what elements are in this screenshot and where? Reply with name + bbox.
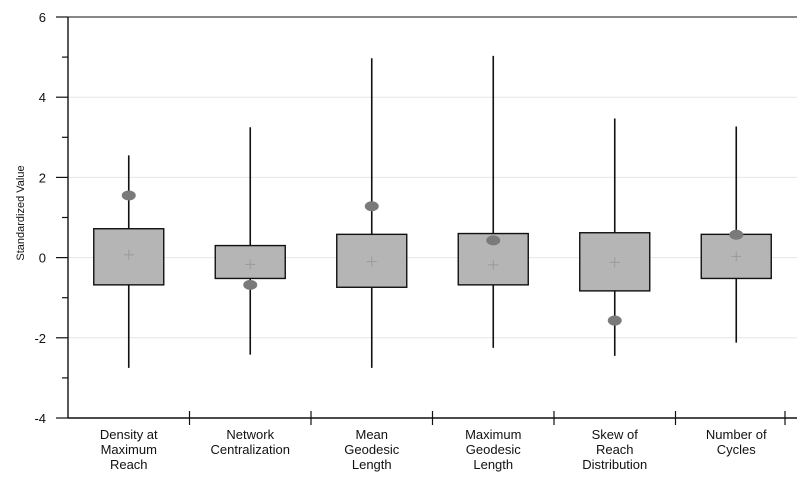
axis-layer: -4 -2 0 2 4 6 [34, 10, 797, 426]
x-category-label: Maximum Geodesic Length [465, 427, 521, 472]
x-category-label-line: Network [226, 427, 274, 442]
x-category-label: Skew of Reach Distribution [582, 427, 647, 472]
observed-point [243, 279, 258, 290]
x-category-label-line: Length [352, 457, 392, 472]
y-tick-label: -4 [34, 411, 46, 426]
box-group [579, 118, 651, 356]
y-axis-label: Standardized Value [15, 165, 27, 260]
x-category-label-line: Maximum [465, 427, 521, 442]
x-category-label-line: Centralization [211, 442, 291, 457]
x-category-label: Density at Maximum Reach [100, 427, 158, 472]
x-category-label-line: Skew of [592, 427, 639, 442]
x-category-label-line: Length [473, 457, 513, 472]
box-group [93, 155, 165, 368]
y-tick-label: 0 [39, 251, 46, 266]
box-group [336, 58, 408, 368]
x-category-label-line: Mean [355, 427, 388, 442]
x-category-label-line: Density at [100, 427, 158, 442]
box-layer [93, 55, 772, 368]
x-category-label-line: Number of [706, 427, 767, 442]
x-category-label: Mean Geodesic Length [344, 427, 399, 472]
x-category-label-line: Maximum [101, 442, 157, 457]
x-category-label-line: Geodesic [466, 442, 521, 457]
x-category-label: Network Centralization [211, 427, 291, 457]
y-tick-label: 4 [39, 90, 46, 105]
observed-point [121, 190, 136, 201]
x-category-label-line: Geodesic [344, 442, 399, 457]
x-category-label-line: Reach [596, 442, 634, 457]
box-group [457, 55, 529, 348]
observed-point [607, 315, 622, 326]
x-category-label-line: Distribution [582, 457, 647, 472]
observed-point [729, 229, 744, 240]
x-category-label-line: Reach [110, 457, 148, 472]
grid-layer [68, 16, 797, 339]
box-group [214, 127, 286, 355]
y-tick-label: 6 [39, 10, 46, 25]
y-tick-label: 2 [39, 170, 46, 185]
x-category-label-line: Cycles [717, 442, 757, 457]
x-category-label: Number of Cycles [706, 427, 767, 457]
box-group [700, 126, 772, 343]
y-tick-label: -2 [34, 331, 46, 346]
observed-point [364, 201, 379, 212]
observed-point [486, 235, 501, 246]
